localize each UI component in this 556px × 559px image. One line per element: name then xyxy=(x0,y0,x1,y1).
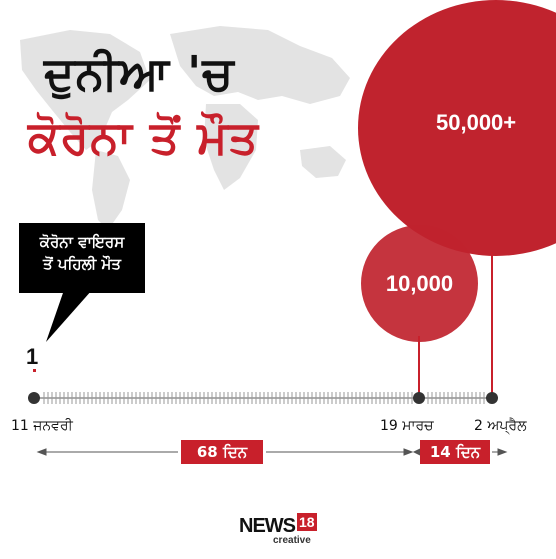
gap-68-days-badge: 68 ਦਿਨ xyxy=(181,440,263,464)
timeline-start-label: 11 ਜਨਵਰੀ xyxy=(11,418,73,434)
callout-line-2: ਤੋਂ ਪਹਿਲੀ ਮੌਤ xyxy=(43,255,121,273)
world-map-graphic xyxy=(20,26,350,230)
timeline-ticks xyxy=(43,392,485,404)
callout-line-1: ਕੋਰੋਨਾ ਵਾਇਰਸ xyxy=(39,233,125,251)
logo-number: 18 xyxy=(297,513,317,531)
title-line-2: ਕੋਰੋਨਾ ਤੋਂ ਮੌਤ xyxy=(28,110,259,164)
logo-brand: NEWS xyxy=(239,515,296,537)
start-dot xyxy=(28,392,40,404)
end-dot xyxy=(486,392,498,404)
callout-pointer xyxy=(46,290,92,342)
news18-creative-logo: NEWS 18 creative xyxy=(239,513,329,547)
deaths-10000-circle: 10,000 xyxy=(361,225,478,342)
timeline-end-label: 2 ਅਪ੍ਰੈਲ xyxy=(474,418,527,434)
mid-dot xyxy=(413,392,425,404)
deaths-50000-circle: 50,000+ xyxy=(358,0,556,256)
timeline-mid-label: 19 ਮਾਰਚ xyxy=(380,418,434,434)
big-circle-label: 50,000+ xyxy=(436,110,517,135)
first-death-callout: ਕੋਰੋਨਾ ਵਾਇਰਸ ਤੋਂ ਪਹਿਲੀ ਮੌਤ xyxy=(19,223,145,293)
timeline-graphic xyxy=(28,252,508,456)
title-line-1: ਦੁਨੀਆ 'ਚ xyxy=(44,46,235,100)
small-circle-label: 10,000 xyxy=(385,270,454,296)
logo-sub: creative xyxy=(273,535,311,546)
first-death-marker xyxy=(33,369,36,372)
first-death-count: 1 xyxy=(26,344,39,369)
span-arrows xyxy=(36,448,508,456)
gap-14-days-badge: 14 ਦਿਨ xyxy=(420,440,490,464)
